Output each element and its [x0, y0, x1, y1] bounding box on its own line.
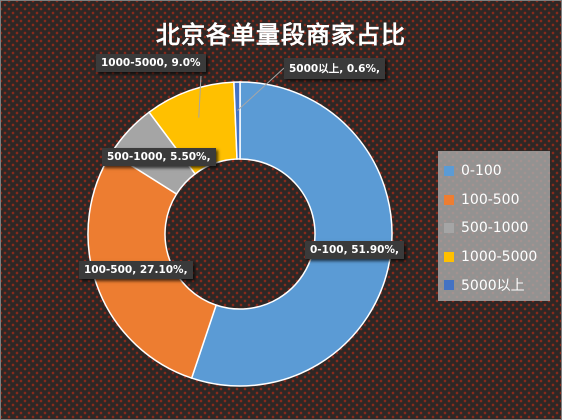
- legend-label: 100-500: [461, 191, 520, 208]
- data-label-5000-plus: 5000以上, 0.6%,: [284, 58, 385, 79]
- leader-line-5000-plus: [237, 67, 285, 111]
- donut-slice-5000-plus: [233, 81, 241, 160]
- legend-item-0-100: 0-100: [444, 157, 550, 186]
- legend-item-5000-plus: 5000以上: [444, 271, 550, 300]
- data-label-100-500: 100-500, 27.10%,: [79, 261, 193, 279]
- legend-swatch: [444, 194, 454, 205]
- legend-label: 500-1000: [461, 220, 529, 237]
- data-label-1000-5000: 1000-5000, 9.0%: [96, 54, 206, 72]
- legend-swatch: [444, 223, 454, 234]
- legend: 0-100 100-500 500-1000 1000-5000 5000以上: [438, 151, 550, 301]
- legend-swatch: [444, 280, 454, 291]
- chart-title: 北京各单量段商家占比: [156, 21, 406, 49]
- legend-label: 1000-5000: [461, 248, 538, 265]
- legend-item-1000-5000: 1000-5000: [444, 243, 550, 272]
- leader-line-1000-5000: [198, 75, 202, 118]
- legend-item-500-1000: 500-1000: [444, 214, 550, 243]
- data-label-0-100: 0-100, 51.90%,: [305, 241, 404, 259]
- data-label-500-1000: 500-1000, 5.50%,: [102, 148, 216, 166]
- legend-swatch: [444, 251, 454, 262]
- legend-label: 5000以上: [461, 278, 525, 295]
- legend-swatch: [444, 166, 454, 177]
- donut-slice-0-100: [190, 81, 393, 387]
- legend-label: 0-100: [461, 163, 502, 180]
- legend-item-100-500: 100-500: [444, 186, 550, 215]
